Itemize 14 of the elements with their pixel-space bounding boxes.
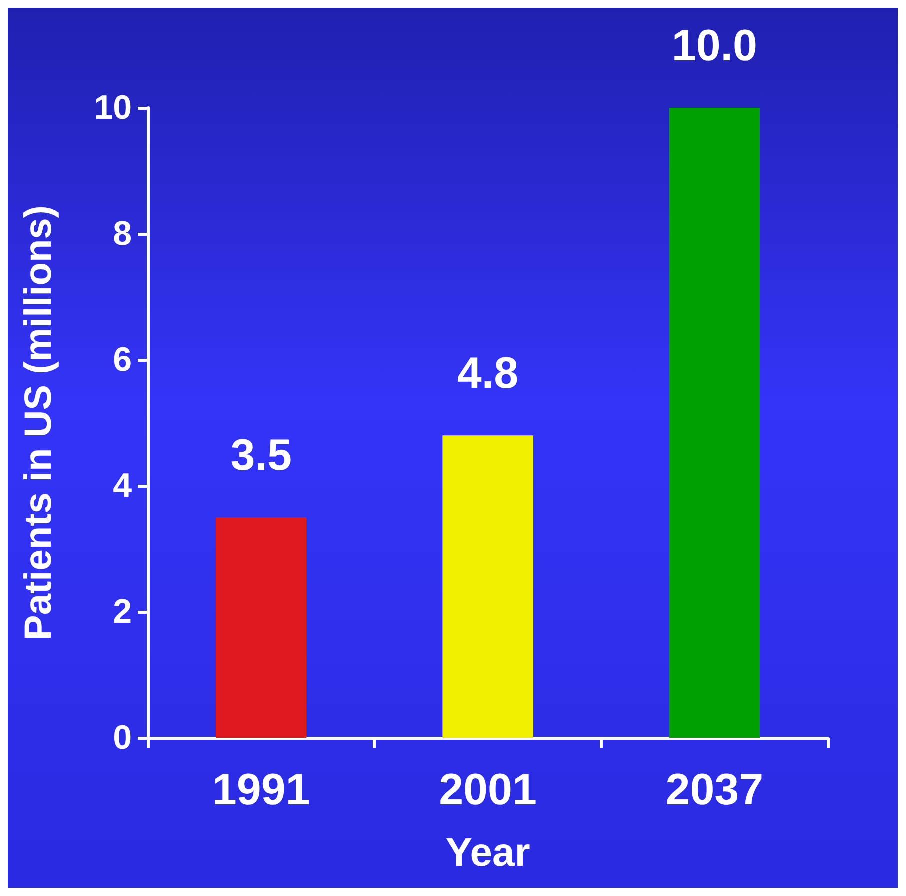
x-tick-label: 1991 [212,766,310,814]
x-tick-label: 2037 [666,766,764,814]
y-tick-label: 2 [113,593,132,631]
y-tick-label: 4 [113,467,132,505]
x-axis-title: Year [446,831,530,875]
data-label: 3.5 [230,431,292,480]
y-tick-label: 8 [113,215,132,253]
data-label: 10.0 [672,22,758,70]
x-tick-label: 2001 [439,766,537,814]
y-tick-label: 10 [94,89,132,127]
y-axis-title: Patients in US (millions) [18,206,60,640]
y-tick-label: 0 [113,719,132,757]
data-label: 4.8 [457,349,519,398]
y-tick-label: 6 [113,341,132,379]
